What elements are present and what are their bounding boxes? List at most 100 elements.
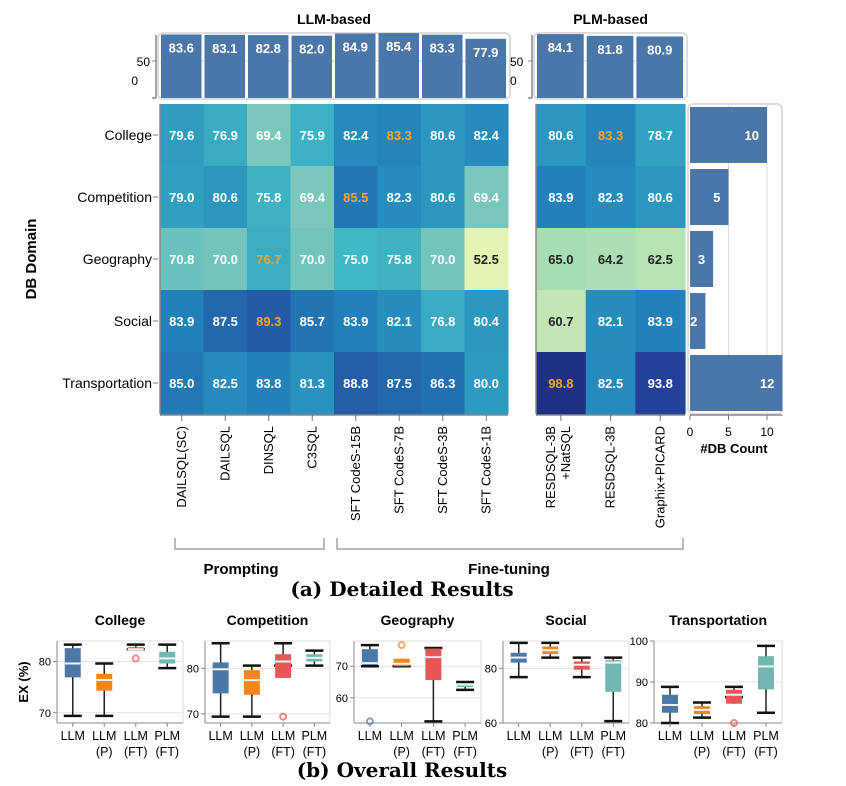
ex-bar-label: 84.1 xyxy=(548,40,573,55)
ex-tick-label: 50 xyxy=(137,55,151,69)
heatmap-value: 75.9 xyxy=(300,128,325,143)
heatmap-value: 76.8 xyxy=(430,314,455,329)
heatmap-cell xyxy=(160,104,204,167)
ex-bar xyxy=(248,35,289,98)
heatmap-value: 69.4 xyxy=(474,190,500,205)
heatmap-value: 80.0 xyxy=(474,376,499,391)
heatmap-value: 75.8 xyxy=(256,190,281,205)
heatmap-cell xyxy=(160,166,204,229)
heatmap-cell xyxy=(635,290,686,353)
box-iqr xyxy=(275,654,292,678)
heatmap-value: 80.6 xyxy=(213,190,238,205)
count-bar-label: 12 xyxy=(760,376,774,391)
boxplot-x-label: LLM xyxy=(690,729,714,743)
heatmap-value: 65.0 xyxy=(548,252,573,267)
group-title: PLM-based xyxy=(573,11,648,27)
boxplot-x-label: PLM xyxy=(154,729,180,743)
heatmap-value: 83.9 xyxy=(343,314,368,329)
bracket xyxy=(336,538,684,550)
heatmap-cell xyxy=(334,104,378,167)
boxplot-title: College xyxy=(95,612,146,628)
heatmap-cell xyxy=(377,228,422,291)
heatmap-cell xyxy=(334,166,378,229)
heatmap-value: 52.5 xyxy=(474,252,499,267)
heatmap-cell xyxy=(203,290,248,353)
boxplot-x-label: LLM xyxy=(240,729,264,743)
heatmap-cell xyxy=(464,104,509,167)
boxplot-x-label: (FT) xyxy=(570,745,594,759)
column-label: RESDSQL-3B xyxy=(603,426,618,508)
box-iqr xyxy=(425,648,442,681)
heatmap-value: 85.5 xyxy=(343,190,368,205)
heatmap-cell xyxy=(160,290,204,353)
heatmap-value: 78.7 xyxy=(648,128,673,143)
count-bar xyxy=(690,231,714,287)
boxplot-title: Social xyxy=(545,612,586,628)
heatmap-cell xyxy=(585,290,636,353)
heatmap-cell xyxy=(635,166,686,229)
count-axis-title: #DB Count xyxy=(700,441,768,456)
bracket xyxy=(174,538,325,550)
ex-bar-label: 84.9 xyxy=(343,39,368,54)
count-bar xyxy=(690,355,783,411)
heatmap-cell xyxy=(290,104,335,167)
count-tick-label: 10 xyxy=(760,425,774,439)
heatmap-value: 70.0 xyxy=(213,252,238,267)
heatmap-cell xyxy=(536,104,587,167)
bracket-label: Prompting xyxy=(204,561,279,578)
boxplot-y-title: EX (%) xyxy=(16,661,31,702)
boxplot-y-tick-label: 70 xyxy=(336,661,348,673)
box-iqr xyxy=(726,689,742,704)
ex-bar-label: 83.3 xyxy=(430,41,455,56)
boxplot-y-tick-label: 80 xyxy=(485,663,497,675)
ex-bar-label: 82.8 xyxy=(256,41,281,56)
boxplot-x-label: LLM xyxy=(124,729,148,743)
boxplot-x-label: (P) xyxy=(542,745,559,759)
heatmap-value: 79.0 xyxy=(169,190,194,205)
heatmap-cell xyxy=(585,228,636,291)
boxplot-x-label: LLM xyxy=(507,729,531,743)
ex-bar xyxy=(422,34,463,98)
ex-bar xyxy=(204,34,245,98)
heatmap-value: 82.3 xyxy=(387,190,412,205)
heatmap-cell xyxy=(464,290,509,353)
boxplot-title: Competition xyxy=(227,612,309,628)
column-label: Graphix+PICARD xyxy=(652,426,667,528)
column-label: SFT CodeS-3B xyxy=(435,426,450,514)
boxplot-x-label: LLM xyxy=(61,729,85,743)
row-label: College xyxy=(105,127,153,143)
row-label: Competition xyxy=(77,189,152,205)
boxplot-title: Geography xyxy=(381,612,455,628)
boxplot-y-tick-label: 90 xyxy=(636,677,648,689)
heatmap-value: 98.8 xyxy=(548,376,573,391)
boxplot-y-tick-label: 60 xyxy=(336,693,348,705)
boxplot-x-label: PLM xyxy=(600,729,626,743)
heatmap-value: 70.0 xyxy=(430,252,455,267)
column-label: +NatSQL xyxy=(558,426,573,480)
boxplot-x-label: LLM xyxy=(389,729,413,743)
heatmap-cell xyxy=(290,352,335,415)
heatmap-value: 80.6 xyxy=(548,128,573,143)
heatmap-cell xyxy=(421,352,465,415)
boxplot-x-label: LLM xyxy=(658,729,682,743)
ex-bar xyxy=(636,36,684,98)
heatmap-value: 87.5 xyxy=(213,314,238,329)
heatmap-value: 83.9 xyxy=(548,190,573,205)
boxplot-x-label: LLM xyxy=(421,729,445,743)
heatmap-value: 85.7 xyxy=(300,314,325,329)
boxplot-x-label: (FT) xyxy=(155,745,179,759)
boxplot-y-tick-label: 70 xyxy=(187,709,199,721)
count-tick-label: 0 xyxy=(687,425,694,439)
heatmap-value: 82.3 xyxy=(598,190,623,205)
heatmap-value: 88.8 xyxy=(343,376,368,391)
heatmap-cell xyxy=(377,352,422,415)
ex-bar xyxy=(586,35,634,98)
boxplot-x-label: LLM xyxy=(208,729,232,743)
caption-b: (b) Overall Results xyxy=(297,758,508,781)
heatmap-cell xyxy=(247,352,291,415)
heatmap-value: 60.7 xyxy=(548,314,573,329)
heatmap-cell xyxy=(536,290,587,353)
heatmap-cell xyxy=(464,228,509,291)
boxplot-x-label: (P) xyxy=(96,745,113,759)
heatmap-cell xyxy=(290,228,335,291)
